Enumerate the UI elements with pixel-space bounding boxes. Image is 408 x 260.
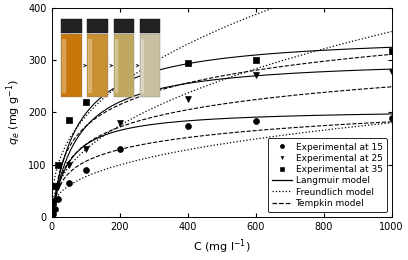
Point xyxy=(184,98,191,102)
Point xyxy=(116,147,123,151)
Point xyxy=(82,168,89,172)
X-axis label: C (mg l$^{-1}$): C (mg l$^{-1}$) xyxy=(193,237,251,256)
Point xyxy=(388,70,395,74)
Point xyxy=(253,119,259,124)
Point xyxy=(82,100,89,104)
Point xyxy=(50,212,57,216)
Point xyxy=(50,200,57,204)
Point xyxy=(82,147,89,151)
Point xyxy=(52,199,58,203)
Point xyxy=(55,197,62,201)
Point xyxy=(116,121,123,125)
Point xyxy=(55,162,62,167)
Point xyxy=(388,116,395,120)
Point xyxy=(65,162,72,167)
Point xyxy=(65,118,72,122)
Point xyxy=(253,58,259,62)
Point xyxy=(52,184,58,188)
Y-axis label: $q_e$ (mg g$^{-1}$): $q_e$ (mg g$^{-1}$) xyxy=(4,80,23,145)
Point xyxy=(184,124,191,128)
Legend: Experimental at 15, Experimental at 25, Experimental at 35, Langmuir model, Freu: Experimental at 15, Experimental at 25, … xyxy=(268,138,387,212)
Point xyxy=(65,181,72,185)
Point xyxy=(253,73,259,77)
Point xyxy=(184,61,191,65)
Point xyxy=(55,184,62,188)
Point xyxy=(116,74,123,78)
Point xyxy=(52,207,58,211)
Point xyxy=(50,210,57,214)
Point xyxy=(388,49,395,53)
